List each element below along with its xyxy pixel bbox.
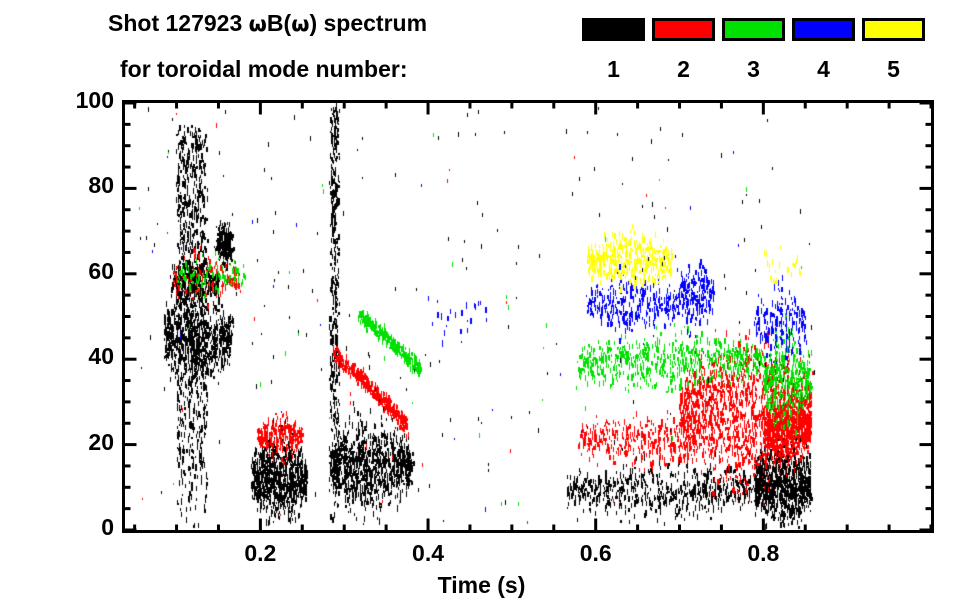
x-tick-label-0.6: 0.6 <box>579 540 612 566</box>
legend-label-4: 4 <box>817 56 830 82</box>
spectrogram-canvas <box>125 103 931 530</box>
y-tick-label-20: 20 <box>88 428 114 455</box>
legend-swatch-1 <box>582 18 645 41</box>
x-tick-labels: 0.2 0.4 0.6 0.8 <box>122 540 934 572</box>
legend-swatch-4 <box>792 18 855 41</box>
legend-label-3: 3 <box>747 56 760 82</box>
x-tick-label-0.8: 0.8 <box>747 540 780 566</box>
title-text-mid: B( <box>266 10 292 36</box>
legend-label-1: 1 <box>607 56 620 82</box>
omega-symbol-1: ω <box>248 12 267 36</box>
y-tick-label-80: 80 <box>88 172 114 199</box>
legend-label-2: 2 <box>677 56 690 82</box>
x-axis-label: Time (s) <box>437 572 526 598</box>
legend-swatch-5 <box>862 18 925 41</box>
title-text-pre: Shot 127923 <box>108 10 249 36</box>
plot-header: Shot 127923 ωB(ω) spectrum for toroidal … <box>0 0 963 96</box>
y-tick-label-40: 40 <box>88 343 114 370</box>
legend-label-5: 5 <box>887 56 900 82</box>
y-tick-label-60: 60 <box>88 257 114 284</box>
y-tick-labels: 0 20 40 60 80 100 <box>42 87 114 540</box>
plot-frame <box>122 100 934 533</box>
omega-symbol-2: ω <box>291 12 310 36</box>
axis-ticks <box>123 101 933 532</box>
plot-title-line1: Shot 127923 ωB(ω) spectrum <box>108 10 427 37</box>
x-tick-label-0.2: 0.2 <box>244 540 277 566</box>
legend: 1 2 3 4 5 <box>0 0 963 96</box>
title-text-post: ) spectrum <box>309 10 428 36</box>
x-tick-label-0.4: 0.4 <box>412 540 445 566</box>
y-tick-label-100: 100 <box>75 87 114 113</box>
legend-swatch-2 <box>652 18 715 41</box>
spectrogram-canvas-wrap <box>125 103 931 530</box>
plot-title-line2: for toroidal mode number: <box>120 56 408 82</box>
legend-swatch-3 <box>722 18 785 41</box>
y-tick-label-0: 0 <box>101 514 114 540</box>
